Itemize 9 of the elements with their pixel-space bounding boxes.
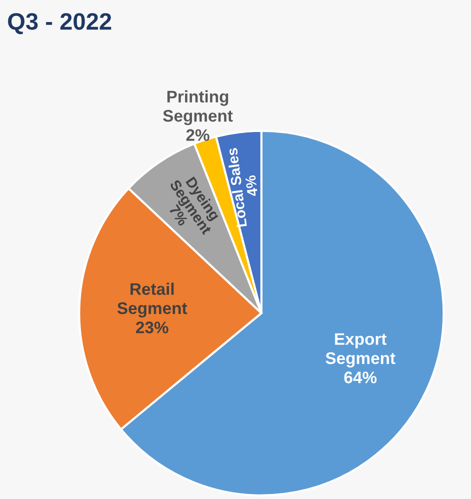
data-label: 4% [245, 175, 258, 197]
slice-label: Retail Segment [117, 282, 188, 318]
slice-label: Printing Segment [163, 90, 233, 126]
data-label: 64% [344, 372, 377, 384]
data-label: 2% [186, 129, 210, 141]
slice-label: Export Segment [326, 333, 396, 368]
chart-title: Q3 - 2022 [8, 13, 112, 34]
data-label: 23% [136, 322, 168, 334]
slice-label: Local Sales [226, 148, 247, 228]
